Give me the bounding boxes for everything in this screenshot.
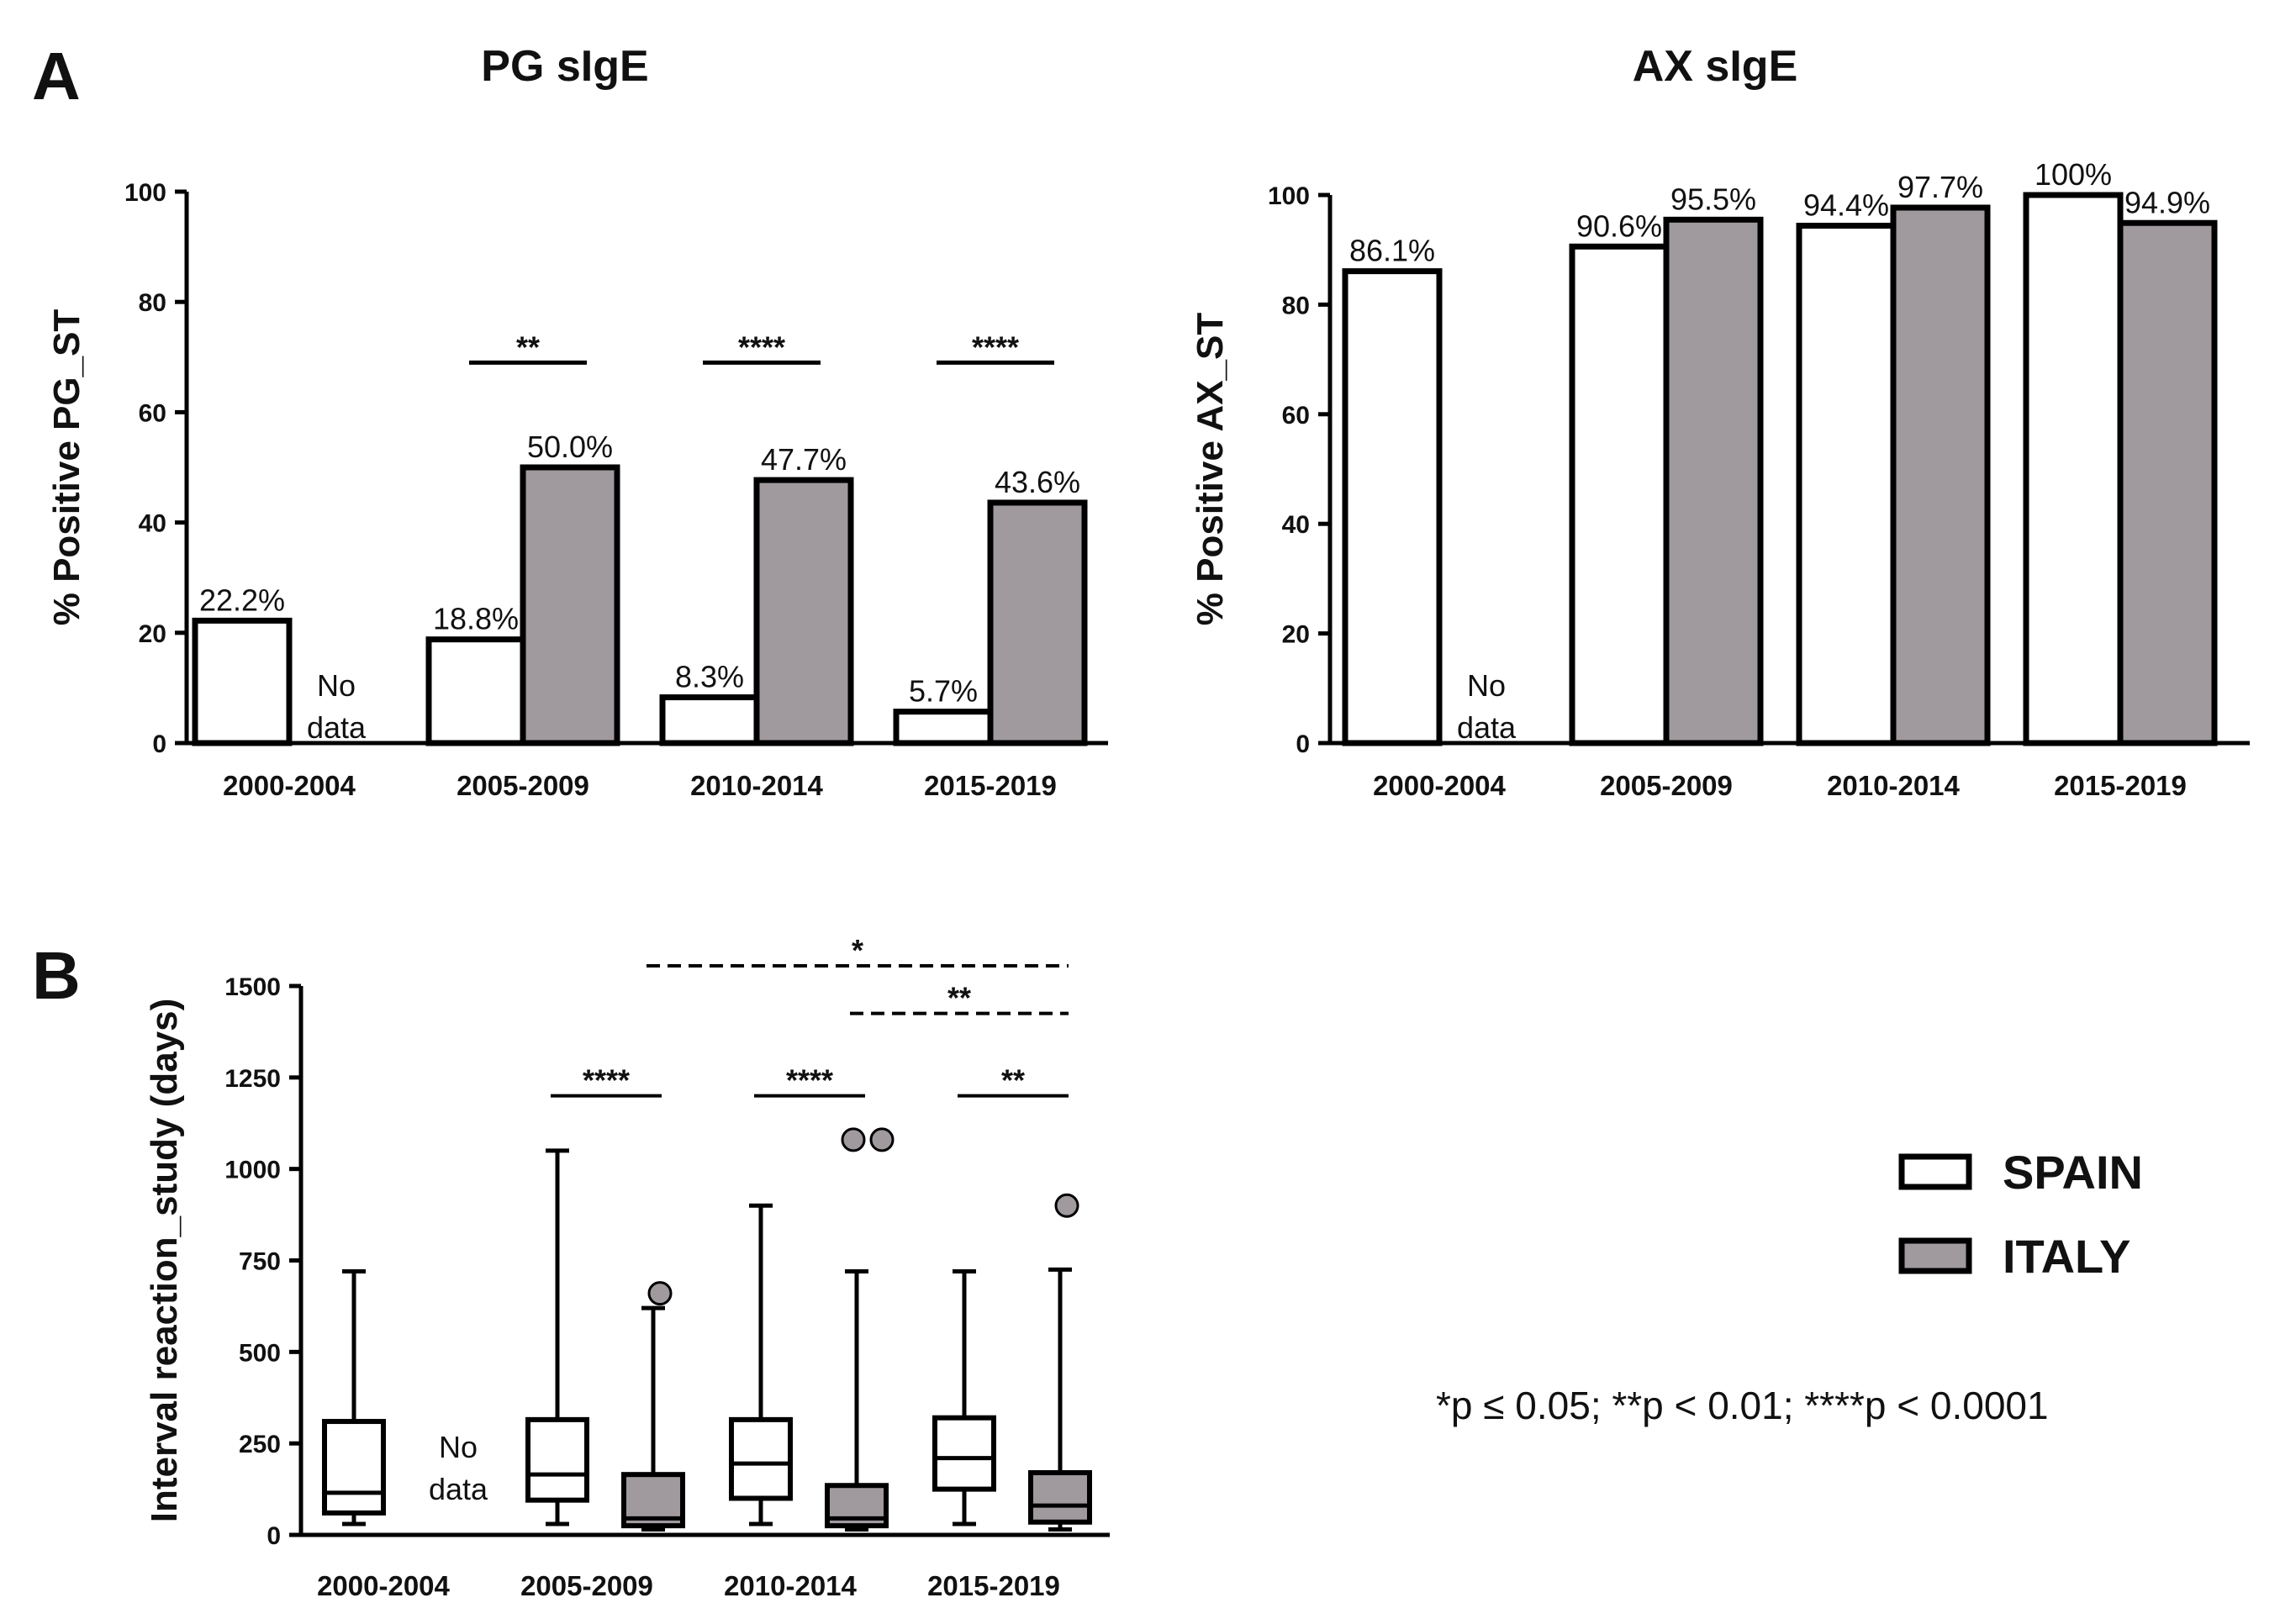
- ax-y-tick-label: 0: [1296, 730, 1310, 758]
- box-iqr-spain: [932, 1415, 996, 1492]
- ax-bar-spain: [1569, 243, 1670, 746]
- pg-significance-label: ****: [738, 330, 785, 364]
- ax-bar-italy: [1890, 204, 1991, 746]
- pg-x-tick-label: 2005-2009: [457, 770, 589, 801]
- ax-bar-italy: [2117, 219, 2218, 746]
- box-iqr-spain: [525, 1416, 589, 1503]
- ax-x-tick-label: 2005-2009: [1600, 770, 1733, 801]
- pg-data-label: 50.0%: [527, 430, 613, 464]
- pg-y-axis-label: % Positive PG_ST: [46, 309, 87, 626]
- pg-data-label: 18.8%: [433, 602, 519, 636]
- box-y-axis-label: Interval reaction_study (days): [144, 999, 185, 1523]
- box-y-tick-label: 0: [267, 1522, 281, 1550]
- pg-data-label: 5.7%: [909, 674, 978, 709]
- panel-label-a: A: [32, 39, 81, 113]
- box-y-tick-label: 1500: [224, 973, 281, 1001]
- pg-significance-label: **: [516, 330, 540, 364]
- ax-sige-chart: 0 20 40 60 80 100 2000-2004 2005-2009 2010-2014 2…: [1190, 42, 2250, 801]
- box-outlier: [647, 1281, 673, 1306]
- pg-y-tick-label: 60: [139, 399, 166, 427]
- pg-x-tick-label: 2010-2014: [690, 770, 823, 801]
- ax-data-label: 100%: [2035, 157, 2112, 192]
- box-x-tick-label: 2005-2009: [520, 1570, 653, 1601]
- pg-bar-italy: [753, 477, 854, 746]
- ax-y-tick-label: 20: [1282, 621, 1310, 649]
- pg-y-tick-label: 80: [139, 289, 166, 317]
- box-outlier: [841, 1127, 866, 1152]
- pg-bar-italy: [520, 464, 620, 746]
- ax-x-tick-label: 2000-2004: [1373, 770, 1506, 801]
- ax-data-label: 94.9%: [2124, 185, 2210, 219]
- ax-y-tick-label: 60: [1282, 402, 1310, 430]
- box-no-data: data: [429, 1472, 488, 1506]
- ax-bar-spain: [2023, 192, 2124, 746]
- pg-bar-spain: [192, 617, 293, 746]
- pg-y-tick-label: 100: [124, 179, 166, 207]
- box-x-tick-label: 2015-2019: [927, 1570, 1060, 1601]
- box-x-tick-label: 2010-2014: [724, 1570, 857, 1601]
- ax-data-label: 94.4%: [1803, 188, 1889, 223]
- pg-significance-label: ****: [972, 330, 1019, 364]
- pg-no-data: data: [307, 710, 367, 745]
- pg-bar-spain: [425, 636, 526, 746]
- legend-swatch-italy: [1898, 1237, 1972, 1274]
- ax-x-tick-label: 2010-2014: [1827, 770, 1960, 801]
- pg-y-tick-label: 40: [139, 510, 166, 538]
- ax-no-data: data: [1457, 710, 1517, 745]
- legend-label-spain: SPAIN: [2003, 1146, 2143, 1199]
- pg-data-label: 22.2%: [199, 583, 285, 617]
- box-significance-label: ****: [786, 1063, 833, 1098]
- pg-bar-spain: [659, 694, 760, 746]
- ax-no-data: No: [1467, 668, 1506, 703]
- box-y-tick-label: 500: [239, 1339, 281, 1367]
- legend: SPAIN ITALY: [1898, 1146, 2143, 1283]
- box-no-data: No: [439, 1430, 478, 1464]
- pg-data-label: 47.7%: [761, 442, 847, 477]
- box-y-tick-label: 1000: [224, 1157, 281, 1184]
- box-iqr-spain: [322, 1419, 386, 1516]
- pg-data-label: 43.6%: [995, 465, 1080, 499]
- pg-sige-chart: 0 20 40 60 80 100 2000-2004 2005-2009 2010-2014 2…: [46, 42, 1108, 801]
- ax-bar-italy: [1663, 216, 1764, 746]
- box-y-tick-label: 750: [239, 1248, 281, 1276]
- ax-y-tick-label: 80: [1282, 292, 1310, 319]
- box-significance-label: ****: [583, 1063, 630, 1098]
- pg-title: PG sIgE: [481, 42, 648, 91]
- legend-swatch-spain: [1898, 1153, 1972, 1190]
- pg-no-data: No: [317, 668, 356, 703]
- panel-label-b: B: [32, 938, 81, 1013]
- ax-bar-spain: [1342, 268, 1443, 746]
- ax-y-tick-label: 40: [1282, 511, 1310, 539]
- pg-x-tick-label: 2000-2004: [223, 770, 356, 801]
- box-significance-label: *: [852, 933, 863, 968]
- box-outlier: [1054, 1193, 1079, 1218]
- box-y-tick-label: 1250: [224, 1065, 281, 1093]
- ax-data-label: 95.5%: [1670, 182, 1756, 216]
- ax-bar-spain: [1796, 223, 1897, 746]
- pg-x-tick-label: 2015-2019: [924, 770, 1057, 801]
- box-significance-label: **: [947, 981, 971, 1015]
- box-y-tick-label: 250: [239, 1431, 281, 1458]
- ax-x-tick-label: 2015-2019: [2054, 770, 2187, 801]
- pg-bar-italy: [987, 499, 1088, 746]
- pg-y-tick-label: 20: [139, 620, 166, 648]
- box-iqr-italy: [1028, 1469, 1092, 1525]
- legend-label-italy: ITALY: [2003, 1230, 2130, 1283]
- ax-y-axis-label: % Positive AX_ST: [1190, 313, 1231, 626]
- pg-y-tick-label: 0: [152, 730, 166, 758]
- box-iqr-spain: [729, 1416, 793, 1501]
- interval-boxplot: 0 250 500 750 1000 1250 1500 2000-2004 2005-2009…: [144, 933, 1110, 1601]
- ax-data-label: 86.1%: [1349, 234, 1435, 268]
- box-x-tick-label: 2000-2004: [317, 1570, 450, 1601]
- box-significance-label: **: [1001, 1063, 1025, 1098]
- box-outlier: [869, 1127, 895, 1152]
- ax-data-label: 90.6%: [1576, 208, 1662, 243]
- significance-footnote: *p ≤ 0.05; **p < 0.01; ****p < 0.0001: [1436, 1384, 2049, 1427]
- ax-title: AX sIgE: [1633, 42, 1798, 91]
- ax-y-tick-label: 100: [1268, 182, 1310, 210]
- ax-data-label: 97.7%: [1897, 170, 1983, 204]
- pg-bar-spain: [893, 709, 994, 746]
- pg-data-label: 8.3%: [675, 660, 744, 694]
